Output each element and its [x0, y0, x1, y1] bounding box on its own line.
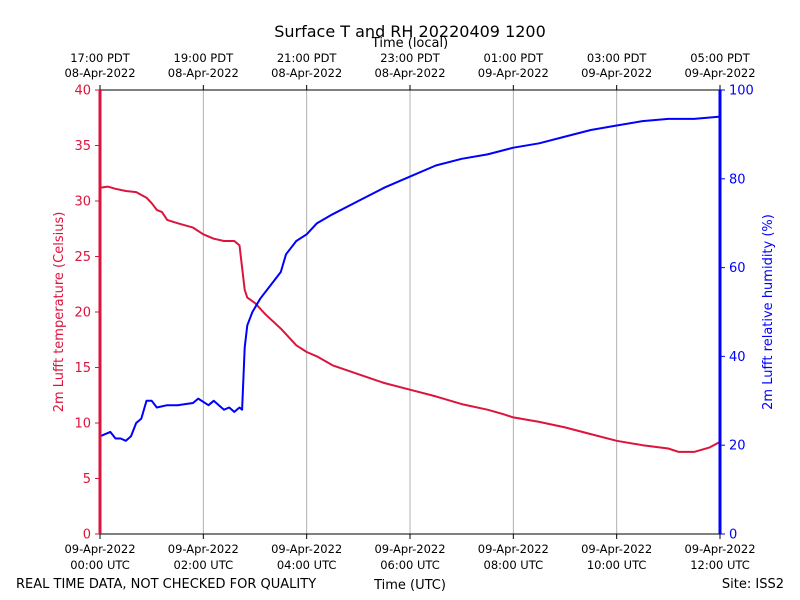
y-tick-label-left: 30	[74, 195, 91, 210]
x-tick-label-utc-date: 09-Apr-2022	[581, 542, 652, 556]
x-tick-label-local-date: 08-Apr-2022	[168, 66, 239, 80]
x-tick-label-utc-time: 04:00 UTC	[277, 558, 337, 572]
x-tick-label-local-date: 09-Apr-2022	[581, 66, 652, 80]
x-tick-label-local-time: 19:00 PDT	[174, 51, 235, 65]
top-axis-label: Time (local)	[371, 36, 448, 51]
y-tick-label-right: 40	[729, 350, 746, 365]
x-tick-label-utc-time: 10:00 UTC	[587, 558, 647, 572]
x-tick-label-utc-date: 09-Apr-2022	[374, 542, 445, 556]
footer-disclaimer: REAL TIME DATA, NOT CHECKED FOR QUALITY	[16, 577, 316, 592]
x-tick-label-local-date: 08-Apr-2022	[64, 66, 135, 80]
y-tick-label-right: 0	[729, 528, 737, 543]
y-tick-label-left: 25	[74, 250, 91, 265]
axes	[95, 85, 725, 539]
x-tick-label-utc-time: 02:00 UTC	[174, 558, 234, 572]
y-tick-label-right: 60	[729, 261, 746, 276]
x-tick-label-local-time: 05:00 PDT	[690, 51, 751, 65]
y-tick-label-left: 40	[74, 84, 91, 99]
humidity-line	[99, 115, 721, 442]
x-tick-label-local-date: 09-Apr-2022	[478, 66, 549, 80]
x-tick-label-local-date: 08-Apr-2022	[374, 66, 445, 80]
x-tick-label-utc-time: 12:00 UTC	[690, 558, 750, 572]
x-tick-label-local-time: 21:00 PDT	[277, 51, 338, 65]
x-tick-label-local-time: 03:00 PDT	[587, 51, 648, 65]
x-tick-label-utc-date: 09-Apr-2022	[478, 542, 549, 556]
x-tick-label-utc-date: 09-Apr-2022	[64, 542, 135, 556]
x-tick-label-utc-date: 09-Apr-2022	[271, 542, 342, 556]
y-axis-label-left: 2m Lufft temperature (Celsius)	[52, 212, 67, 413]
x-tick-label-utc-time: 08:00 UTC	[484, 558, 544, 572]
x-tick-label-utc-time: 06:00 UTC	[380, 558, 440, 572]
footer-site: Site: ISS2	[722, 577, 784, 592]
x-tick-label-utc-time: 00:00 UTC	[70, 558, 130, 572]
x-axis-label: Time (UTC)	[373, 578, 446, 593]
x-tick-label-local-date: 09-Apr-2022	[684, 66, 755, 80]
x-tick-label-local-time: 23:00 PDT	[380, 51, 441, 65]
vertical-gridlines	[202, 90, 618, 534]
temperature-line	[99, 185, 721, 453]
y-axis-label-right: 2m Lufft relative humidity (%)	[761, 214, 776, 410]
x-tick-label-local-date: 08-Apr-2022	[271, 66, 342, 80]
y-tick-label-left: 35	[74, 139, 91, 154]
y-tick-label-right: 20	[729, 439, 746, 454]
x-tick-label-utc-date: 09-Apr-2022	[168, 542, 239, 556]
chart-title: Surface T and RH 20220409 1200	[274, 22, 546, 41]
data-lines	[99, 115, 721, 453]
y-tick-label-left: 0	[83, 528, 91, 543]
y-tick-label-left: 15	[74, 361, 91, 376]
y-tick-label-left: 10	[74, 417, 91, 432]
x-tick-label-local-time: 17:00 PDT	[70, 51, 131, 65]
y-tick-label-left: 20	[74, 306, 91, 321]
y-tick-label-right: 80	[729, 172, 746, 187]
y-tick-label-left: 5	[83, 472, 91, 487]
x-tick-label-utc-date: 09-Apr-2022	[684, 542, 755, 556]
y-tick-label-right: 100	[729, 84, 754, 99]
tick-labels: 051015202530354002040608010009-Apr-20220…	[64, 51, 755, 572]
x-tick-label-local-time: 01:00 PDT	[484, 51, 545, 65]
